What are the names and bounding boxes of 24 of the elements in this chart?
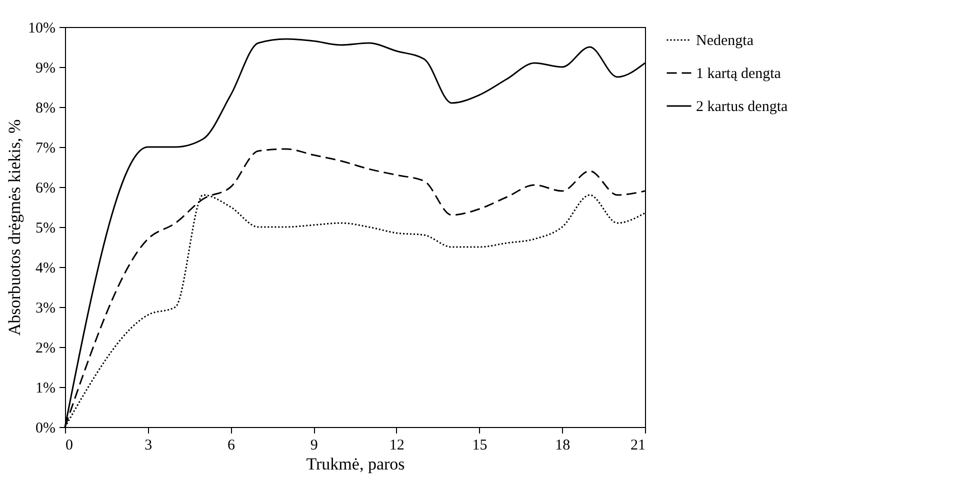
y-tick-label: 10% [28, 20, 56, 36]
x-axis-title: Trukmė, paros [306, 454, 405, 474]
x-tick-label: 3 [144, 438, 152, 454]
legend-label: Nedengta [696, 33, 754, 49]
x-tick-label: 15 [472, 438, 488, 454]
x-tick-label: 6 [227, 438, 236, 454]
y-tick-label: 3% [36, 300, 56, 316]
x-tick-label: 9 [310, 438, 318, 454]
y-tick-label: 5% [36, 220, 56, 236]
y-tick-label: 9% [36, 60, 56, 76]
y-tick-label: 6% [36, 180, 56, 196]
y-tick-label: 8% [36, 100, 56, 116]
y-tick-label: 2% [36, 340, 56, 356]
legend-label: 1 kartą dengta [696, 66, 782, 82]
legend-label: 2 kartus dengta [696, 99, 788, 115]
y-tick-label: 7% [36, 140, 56, 156]
x-tick-label: 0 [66, 438, 73, 454]
y-tick-label: 4% [36, 260, 56, 276]
x-tick-label: 12 [389, 438, 404, 454]
x-tick-label: 21 [630, 438, 646, 454]
y-tick-label: 0% [36, 420, 56, 436]
y-axis-title: Absorbuotos drėgmės kiekis, % [5, 119, 24, 336]
y-tick-label: 1% [36, 380, 56, 396]
x-tick-label: 18 [555, 438, 570, 454]
